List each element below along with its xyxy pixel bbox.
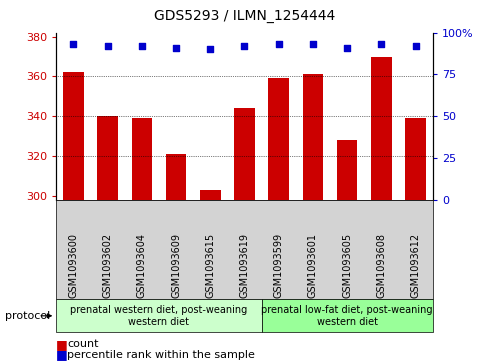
- Bar: [165, 154, 186, 200]
- Point: [411, 43, 419, 49]
- Text: GSM1093604: GSM1093604: [137, 233, 146, 298]
- Text: protocol: protocol: [5, 311, 50, 321]
- Bar: [63, 73, 83, 200]
- Text: prenatal low-fat diet, post-weaning
western diet: prenatal low-fat diet, post-weaning west…: [261, 305, 432, 327]
- Point: [274, 41, 282, 47]
- Point: [138, 43, 145, 49]
- Text: GSM1093599: GSM1093599: [273, 233, 283, 298]
- Bar: [405, 118, 425, 200]
- Point: [206, 46, 214, 52]
- Bar: [268, 78, 288, 200]
- Text: GSM1093602: GSM1093602: [102, 233, 112, 298]
- Text: GSM1093601: GSM1093601: [307, 233, 317, 298]
- Text: ■: ■: [56, 338, 68, 351]
- Point: [308, 41, 316, 47]
- Bar: [302, 74, 323, 200]
- Point: [343, 45, 350, 50]
- Text: GSM1093619: GSM1093619: [239, 233, 249, 298]
- Text: GSM1093605: GSM1093605: [342, 233, 351, 298]
- Text: percentile rank within the sample: percentile rank within the sample: [67, 350, 255, 360]
- Text: GSM1093600: GSM1093600: [68, 233, 78, 298]
- Text: GDS5293 / ILMN_1254444: GDS5293 / ILMN_1254444: [154, 9, 334, 23]
- Text: prenatal western diet, post-weaning
western diet: prenatal western diet, post-weaning west…: [70, 305, 247, 327]
- Bar: [370, 57, 391, 200]
- Point: [240, 43, 248, 49]
- Text: ■: ■: [56, 348, 68, 362]
- Text: count: count: [67, 339, 99, 349]
- Text: GSM1093609: GSM1093609: [171, 233, 181, 298]
- Text: GSM1093608: GSM1093608: [376, 233, 386, 298]
- Bar: [234, 108, 254, 200]
- Point: [377, 41, 385, 47]
- Text: GSM1093615: GSM1093615: [205, 233, 215, 298]
- Bar: [97, 116, 118, 200]
- Point: [172, 45, 180, 50]
- Point: [69, 41, 77, 47]
- Bar: [200, 190, 220, 200]
- Text: GSM1093612: GSM1093612: [410, 233, 420, 298]
- Bar: [131, 118, 152, 200]
- Bar: [336, 140, 357, 200]
- Point: [103, 43, 111, 49]
